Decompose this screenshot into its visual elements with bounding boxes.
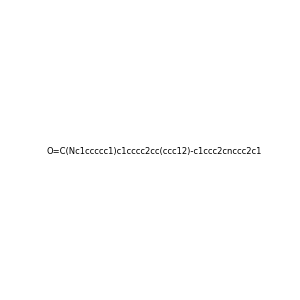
Text: O=C(Nc1ccccc1)c1cccc2cc(ccc12)-c1ccc2cnccc2c1: O=C(Nc1ccccc1)c1cccc2cc(ccc12)-c1ccc2cnc… [46,147,261,156]
